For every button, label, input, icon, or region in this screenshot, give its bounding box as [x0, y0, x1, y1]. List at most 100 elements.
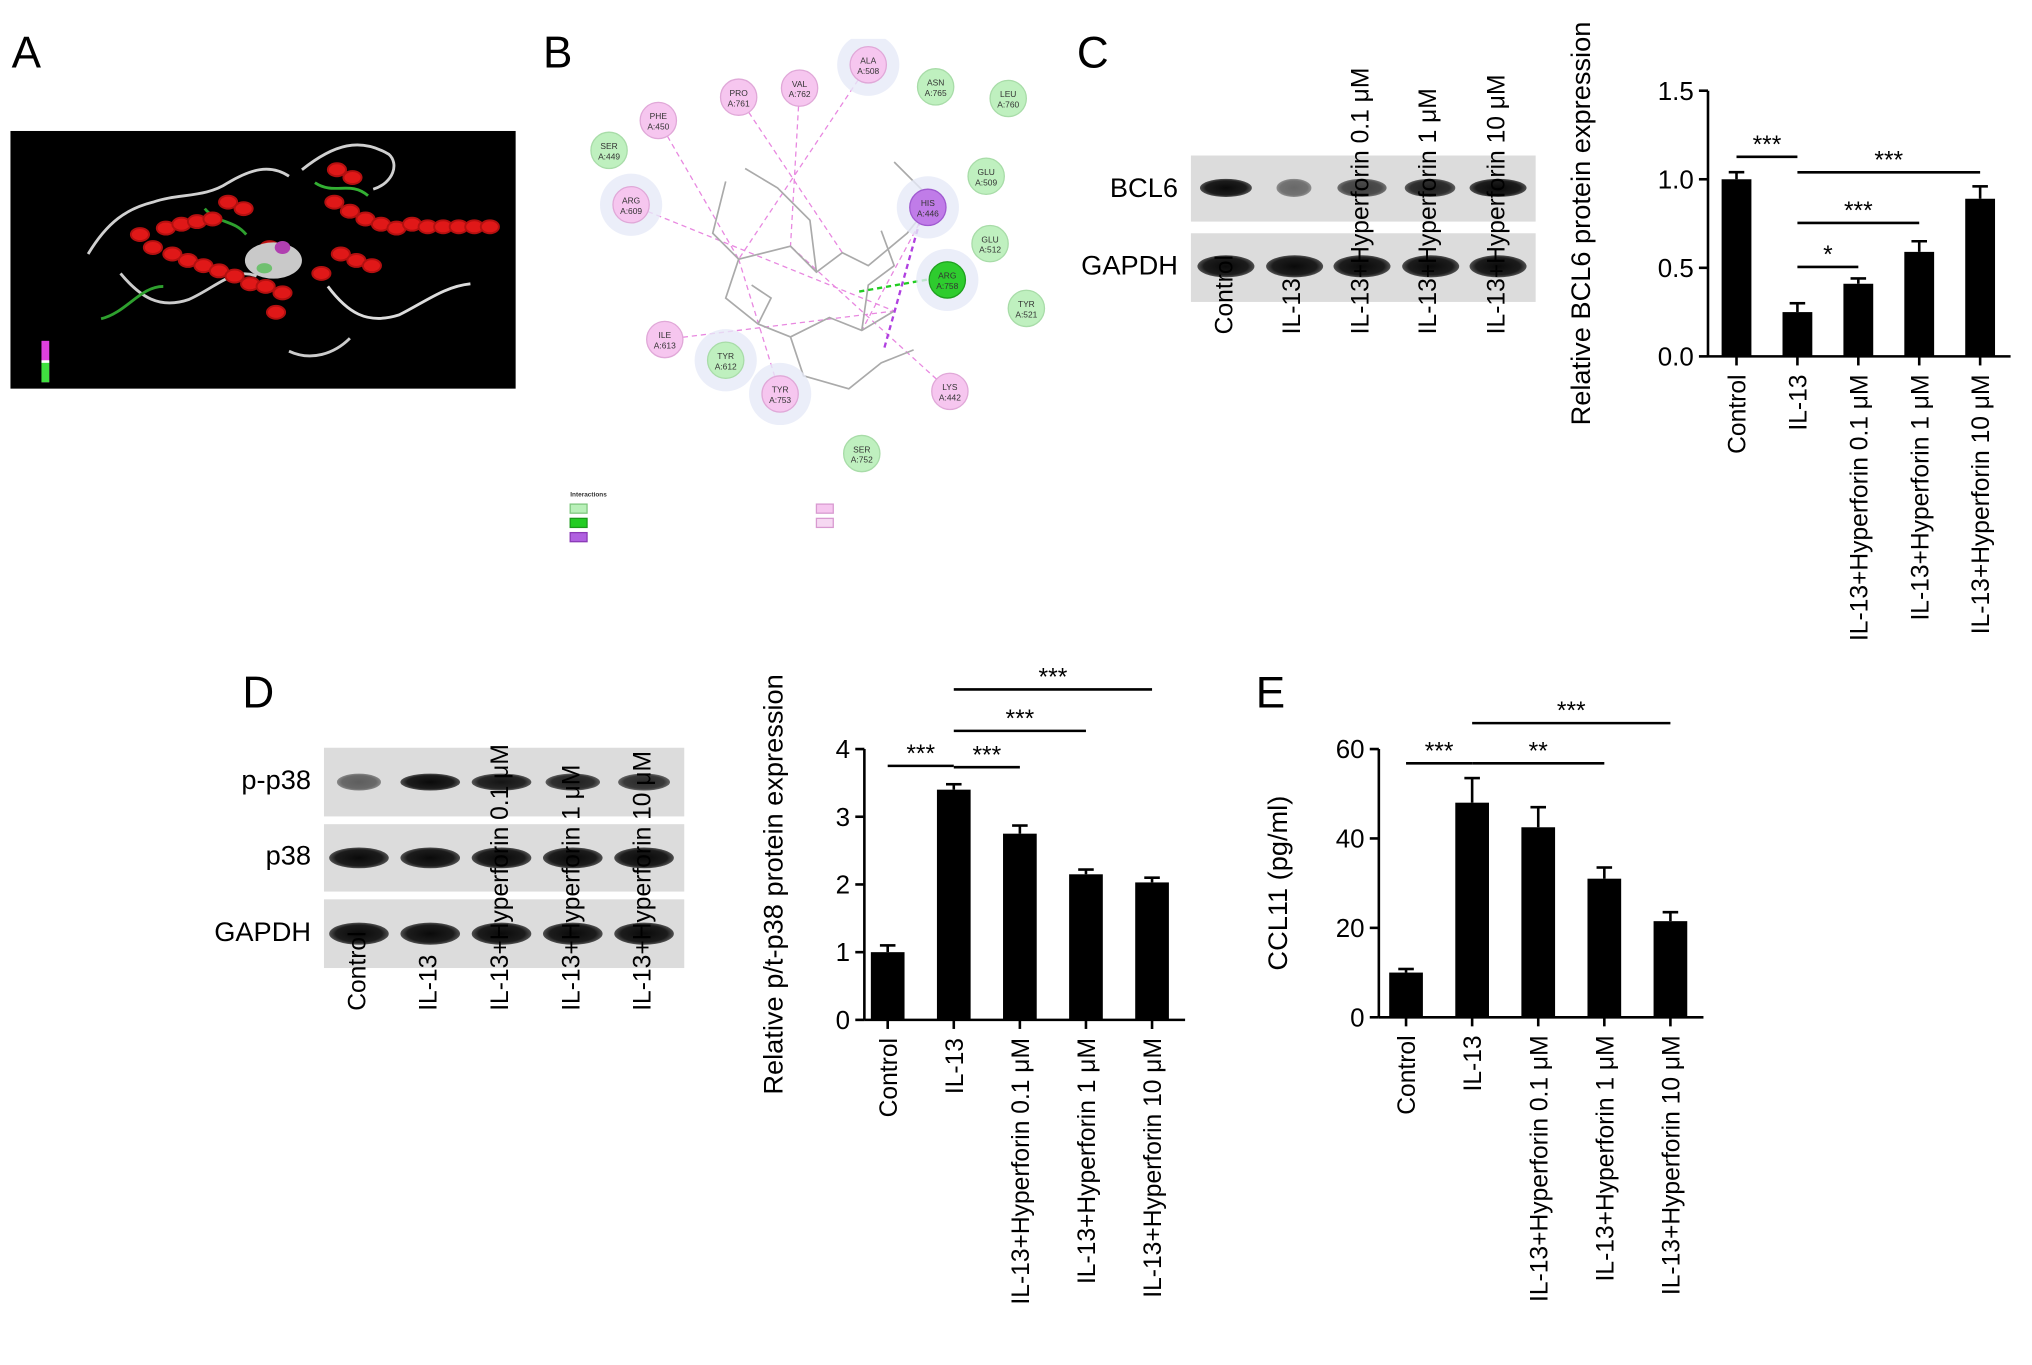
x-tick-label: IL-13+Hyperforin 10 μM: [1968, 375, 1995, 635]
y-tick-label: 60: [1336, 736, 1365, 764]
blot-band: [472, 773, 531, 790]
residue-name: LYS: [942, 382, 958, 392]
blot-c-label-gapdh: GAPDH: [1081, 251, 1178, 282]
residue-name: TYR: [1018, 299, 1035, 309]
bar: [1653, 921, 1688, 1018]
residue-id: A:762: [789, 89, 811, 99]
bar: [1904, 251, 1935, 357]
residue-name: ALA: [860, 55, 876, 65]
lane-label: IL-13+Hyperforin 10 μM: [1483, 74, 1512, 335]
residue-name: GLU: [978, 167, 995, 177]
blot-band: [614, 847, 674, 869]
blot-band: [1469, 178, 1527, 197]
blot-band: [471, 847, 532, 869]
blot-band: [329, 922, 389, 945]
residue-name: PRO: [730, 88, 749, 98]
x-tick-label: IL-13+Hyperforin 0.1 μM: [1008, 1038, 1035, 1305]
residue-id: A:450: [647, 122, 669, 132]
residue-name: VAL: [792, 79, 808, 89]
blot-band: [1276, 178, 1312, 197]
blot-band: [400, 773, 461, 790]
residue-id: A:613: [654, 341, 676, 351]
x-tick-label: Control: [1394, 1035, 1421, 1114]
x-tick-label: IL-13+Hyperforin 10 μM: [1140, 1038, 1167, 1298]
bar: [1843, 283, 1874, 357]
x-tick-label: Control: [1725, 375, 1752, 454]
y-tick-label: 2: [836, 872, 850, 900]
significance-label: ***: [1844, 198, 1873, 225]
bar: [1782, 312, 1813, 357]
residue-name: SER: [600, 141, 617, 151]
residue-name: PHE: [650, 111, 668, 121]
panel-letter-a: A: [11, 28, 42, 78]
x-tick-label: Control: [876, 1038, 903, 1117]
blot-d-label-pp38: p-p38: [241, 765, 312, 796]
y-tick-label: 20: [1336, 915, 1365, 943]
x-tick-label: IL-13: [942, 1038, 969, 1094]
residue-name: GLU: [981, 234, 998, 244]
significance-label: ***: [1039, 665, 1068, 692]
lane-label: IL-13+Hyperforin 10 μM: [629, 750, 658, 1011]
interaction-line: [738, 96, 843, 254]
residue-id: A:508: [857, 66, 879, 76]
protein-structure-image: [10, 130, 516, 389]
significance-label: ***: [1753, 132, 1782, 159]
interaction-line: [789, 88, 801, 247]
residue-name: TYR: [772, 385, 789, 395]
y-tick-label: 0.0: [1658, 343, 1694, 371]
y-tick-label: 40: [1336, 826, 1365, 854]
pi-sigma-line: [882, 219, 922, 351]
blot-band: [1469, 254, 1527, 277]
y-tick-label: 1.5: [1658, 78, 1694, 106]
y-tick-label: 0: [1350, 1004, 1364, 1032]
residue-id: A:612: [715, 361, 737, 371]
blot-band: [542, 922, 603, 945]
x-tick-label: IL-13+Hyperforin 0.1 μM: [1526, 1035, 1553, 1302]
panel-letter-c: C: [1076, 28, 1109, 78]
residue-name: ILE: [658, 330, 671, 340]
bar-chart-p-p38: 0 1 2 3 4 Relative p/t-p38 protein expression…: [758, 665, 1186, 1305]
lane-label: IL-13: [415, 954, 444, 1011]
residue-name: ARG: [938, 271, 956, 281]
residue-id: A:512: [979, 245, 1001, 255]
residue-name: ASN: [927, 78, 944, 88]
residue-id: A:761: [728, 98, 750, 108]
bar: [1003, 833, 1037, 1020]
y-axis-title: Relative p/t-p38 protein expression: [758, 674, 789, 1094]
panel-letter-e: E: [1255, 668, 1286, 718]
x-tick-label: IL-13+Hyperforin 0.1 μM: [1846, 375, 1873, 642]
blot-band: [1333, 254, 1391, 277]
blot-band: [614, 922, 674, 945]
x-tick-label: IL-13: [1460, 1035, 1487, 1091]
interaction-line: [630, 204, 895, 312]
residue-id: A:760: [997, 100, 1019, 110]
residue-id: A:753: [769, 395, 791, 405]
significance-label: ***: [906, 741, 935, 768]
blot-c-label-bcl6: BCL6: [1109, 173, 1178, 204]
bar: [1069, 874, 1103, 1020]
blot-band: [545, 773, 601, 790]
blot-band: [542, 847, 603, 869]
residue-id: A:765: [925, 88, 947, 98]
lane-label: Control: [344, 931, 372, 1011]
y-tick-label: 3: [836, 804, 850, 832]
y-tick-label: 0: [836, 1007, 850, 1035]
x-tick-label: IL-13+Hyperforin 1 μM: [1074, 1038, 1101, 1284]
y-tick-label: 1: [836, 939, 850, 967]
hydrogen-bond-line: [858, 277, 934, 293]
y-axis-title: CCL11 (pg/ml): [1262, 796, 1293, 971]
blot-band: [618, 773, 670, 790]
